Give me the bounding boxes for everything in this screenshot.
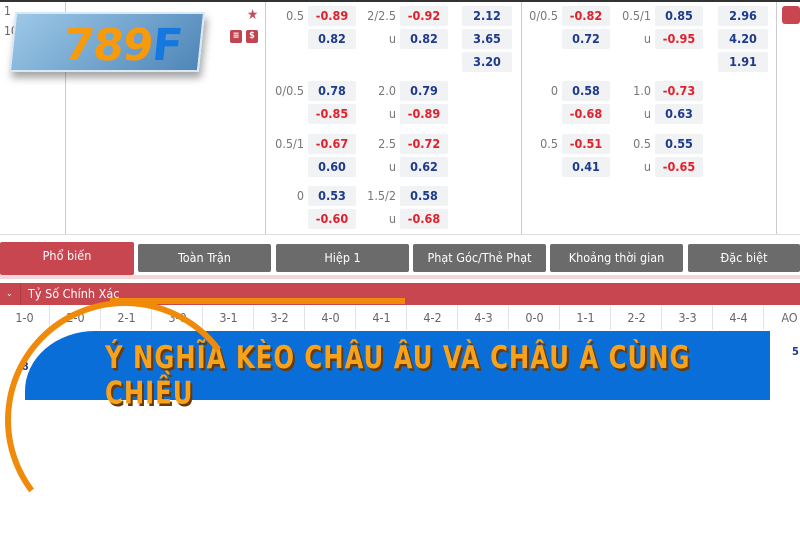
total-line: 1.5/2 (367, 188, 396, 203)
under-label: u (388, 106, 396, 121)
odds-cell[interactable]: -0.92 (400, 6, 448, 26)
total-line: 2.5 (378, 136, 396, 151)
score-column-header: 2-2 (612, 306, 662, 330)
odds-cell[interactable]: -0.60 (308, 209, 356, 229)
divider (265, 2, 266, 234)
expand-button[interactable] (782, 6, 800, 24)
tab-2[interactable]: Hiệp 1 (276, 244, 409, 272)
odds-cell[interactable]: -0.67 (308, 134, 356, 154)
dollar-icon[interactable]: $ (246, 30, 258, 43)
odds-cell[interactable]: -0.82 (562, 6, 610, 26)
logo: 789F (8, 12, 206, 72)
stats-icon[interactable]: ≡ (230, 30, 242, 43)
odds-value[interactable]: .8 (18, 360, 29, 373)
handicap-line: 0/0.5 (529, 8, 558, 23)
total-line: 0.5 (633, 136, 651, 151)
tab-5[interactable]: Đặc biệt (688, 244, 800, 272)
odds-cell[interactable]: -0.89 (400, 104, 448, 124)
total-line: 2.0 (378, 83, 396, 98)
handicap-line: 0/0.5 (275, 83, 304, 98)
handicap-line: 0 (550, 83, 558, 98)
score-column-header: 3-0 (153, 306, 203, 330)
score-column-header: 4-3 (459, 306, 509, 330)
under-label: u (388, 31, 396, 46)
top-border (0, 0, 800, 2)
divider (65, 2, 66, 234)
divider (521, 2, 522, 234)
score-column-header: 0-0 (510, 306, 560, 330)
total-line: 0.5/1 (622, 8, 651, 23)
score-column-header: 4-1 (357, 306, 407, 330)
tab-3[interactable]: Phạt Góc/Thẻ Phạt (413, 244, 546, 272)
score-column-header: 2-1 (102, 306, 152, 330)
odds-cell[interactable]: 0.85 (655, 6, 703, 26)
odds-cell[interactable]: 0.82 (400, 29, 448, 49)
under-label: u (388, 159, 396, 174)
odds-cell[interactable]: -0.85 (308, 104, 356, 124)
handicap-line: 0.5 (540, 136, 558, 151)
under-label: u (643, 159, 651, 174)
chevron-down-icon: ⌄ (6, 289, 13, 299)
odds-cell[interactable]: -0.51 (562, 134, 610, 154)
odds-cell[interactable]: 0.79 (400, 81, 448, 101)
under-label: u (643, 106, 651, 121)
handicap-line: 0.5/1 (275, 136, 304, 151)
odds-cell[interactable]: 0.58 (400, 186, 448, 206)
score-column-header: 4-2 (408, 306, 458, 330)
divider (776, 2, 777, 234)
star-icon[interactable]: ★ (247, 7, 259, 23)
total-line: 2/2.5 (367, 8, 396, 23)
odds-cell[interactable]: 0.55 (655, 134, 703, 154)
1x2-odds-cell[interactable]: 1.91 (718, 52, 768, 72)
section-title: Tỷ Số Chính Xác (28, 286, 120, 301)
odds-cell[interactable]: 0.41 (562, 157, 610, 177)
decorative-line (110, 298, 405, 304)
odds-cell[interactable]: -0.95 (655, 29, 703, 49)
odds-cell[interactable]: -0.65 (655, 157, 703, 177)
tab-underline (0, 275, 800, 279)
odds-cell[interactable]: 0.78 (308, 81, 356, 101)
under-label: u (643, 31, 651, 46)
score-column-header: 3-2 (255, 306, 305, 330)
odds-cell[interactable]: 0.82 (308, 29, 356, 49)
odds-cell[interactable]: 0.72 (562, 29, 610, 49)
score-column-header: 4-4 (714, 306, 764, 330)
odds-cell[interactable]: -0.68 (400, 209, 448, 229)
tab-4[interactable]: Khoảng thời gian (550, 244, 683, 272)
odds-cell[interactable]: -0.89 (308, 6, 356, 26)
odds-cell[interactable]: 0.63 (655, 104, 703, 124)
score-column-header: AO (765, 306, 800, 330)
score-column-header: 1-0 (0, 306, 50, 330)
total-line: 1.0 (633, 83, 651, 98)
odds-cell[interactable]: -0.73 (655, 81, 703, 101)
odds-value[interactable]: 5 (792, 345, 799, 358)
odds-cell[interactable]: 0.53 (308, 186, 356, 206)
score-column-header: 3-3 (663, 306, 713, 330)
odds-cell[interactable]: 0.62 (400, 157, 448, 177)
score-column-header: 1-1 (561, 306, 611, 330)
odds-cell[interactable]: 0.60 (308, 157, 356, 177)
banner-title: Ý NGHĨA KÈO CHÂU ÂU VÀ CHÂU Á CÙNG CHIỀU (105, 340, 691, 412)
1x2-odds-cell[interactable]: 2.12 (462, 6, 512, 26)
under-label: u (388, 211, 396, 226)
1x2-odds-cell[interactable]: 4.20 (718, 29, 768, 49)
odds-cell[interactable]: -0.72 (400, 134, 448, 154)
tab-0[interactable]: Phổ biến (0, 242, 134, 275)
score-column-header: 3-1 (204, 306, 254, 330)
1x2-odds-cell[interactable]: 2.96 (718, 6, 768, 26)
title-banner: Ý NGHĨA KÈO CHÂU ÂU VÀ CHÂU Á CÙNG CHIỀU (25, 331, 770, 412)
handicap-line: 0.5 (286, 8, 304, 23)
tab-1[interactable]: Toàn Trận (138, 244, 271, 272)
score-column-header: 2-0 (51, 306, 101, 330)
match-time: 1 (4, 4, 11, 18)
1x2-odds-cell[interactable]: 3.20 (462, 52, 512, 72)
score-column-header: 4-0 (306, 306, 356, 330)
odds-cell[interactable]: -0.68 (562, 104, 610, 124)
divider (0, 234, 800, 235)
odds-cell[interactable]: 0.58 (562, 81, 610, 101)
handicap-line: 0 (296, 188, 304, 203)
1x2-odds-cell[interactable]: 3.65 (462, 29, 512, 49)
